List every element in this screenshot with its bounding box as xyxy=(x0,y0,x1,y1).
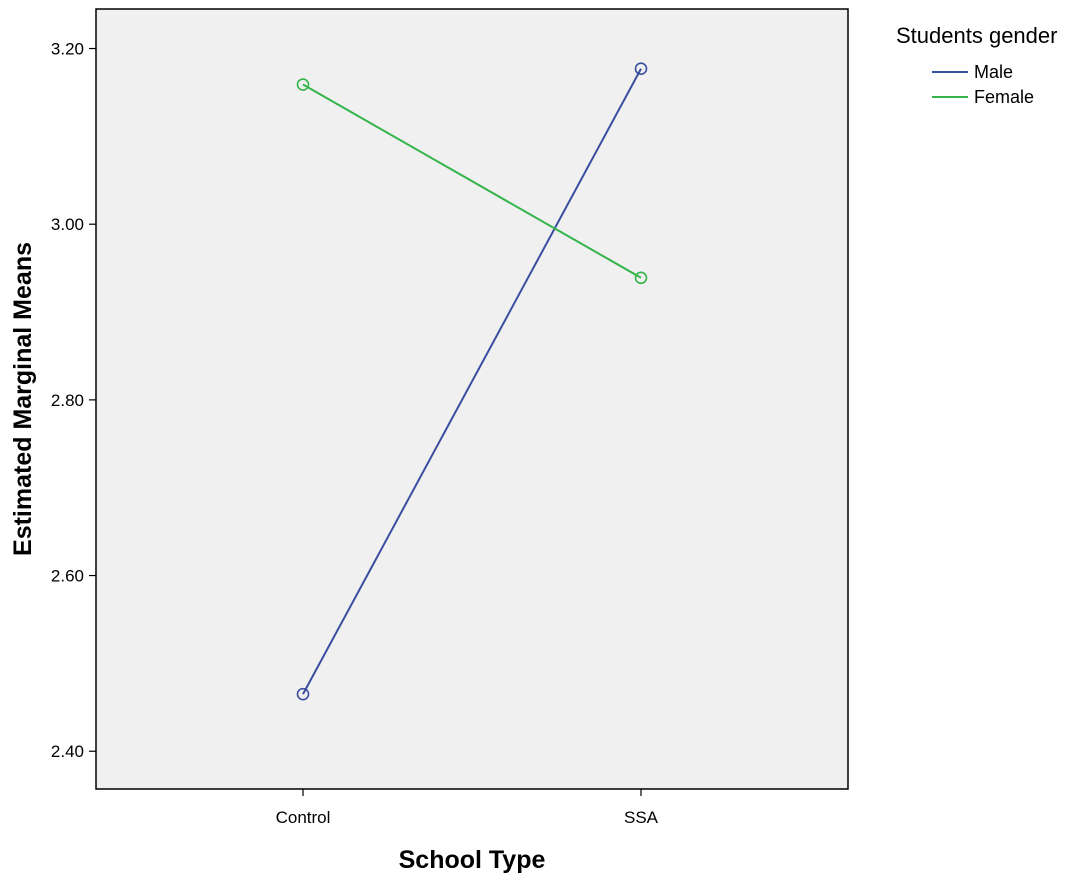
x-tick-label: Control xyxy=(276,808,331,827)
y-tick-label: 2.60 xyxy=(51,567,84,586)
x-axis-title: School Type xyxy=(399,846,546,874)
series-line-male xyxy=(302,68,642,695)
x-axis: Control SSA xyxy=(276,789,659,827)
y-axis: 2.40 2.60 2.80 3.00 3.20 xyxy=(51,40,96,761)
data-point-female xyxy=(634,271,648,285)
y-tick-label: 2.80 xyxy=(51,391,84,410)
legend: Students gender Male Female xyxy=(896,23,1057,107)
plot-area xyxy=(95,8,849,790)
legend-label-female: Female xyxy=(974,87,1034,107)
series-layer xyxy=(296,62,648,701)
legend-title: Students gender xyxy=(896,23,1057,48)
y-tick-label: 3.00 xyxy=(51,215,84,234)
series-line-female xyxy=(302,83,642,279)
y-tick-label: 2.40 xyxy=(51,742,84,761)
y-axis-title: Estimated Marginal Means xyxy=(9,242,37,556)
data-point-female xyxy=(296,78,310,91)
x-tick-label: SSA xyxy=(624,808,659,827)
y-tick-label: 3.20 xyxy=(51,40,84,59)
data-point-male xyxy=(296,687,310,701)
data-point-male xyxy=(634,62,648,76)
legend-label-male: Male xyxy=(974,62,1013,82)
